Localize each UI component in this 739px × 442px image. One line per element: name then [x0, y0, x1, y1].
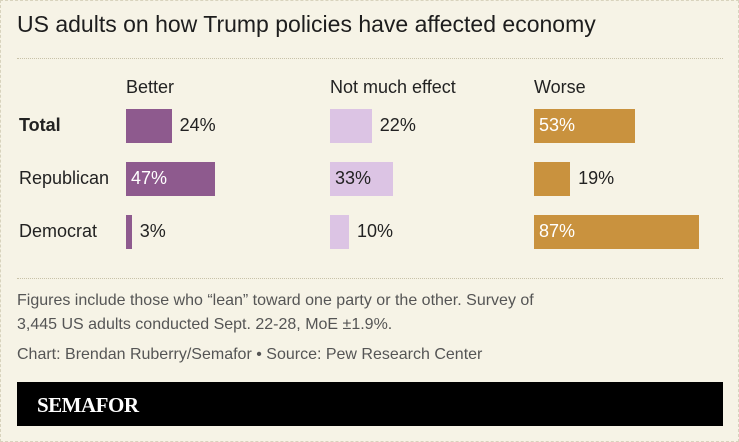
value-label: 33% [335, 168, 372, 188]
value-label: 3% [139, 221, 166, 241]
value-label: 47% [131, 168, 168, 188]
value-label: 24% [179, 115, 216, 135]
divider [17, 278, 723, 279]
legend-label: Worse [534, 77, 586, 97]
banner: SEMAFOR [17, 382, 723, 426]
row-label: Total [19, 115, 61, 135]
bar [534, 215, 700, 249]
value-label: 53% [539, 115, 576, 135]
bar [126, 109, 172, 143]
chart-title: US adults on how Trump policies have aff… [17, 11, 596, 37]
bar [330, 162, 393, 196]
value-label: 10% [357, 221, 394, 241]
logo: SEMAFOR [37, 393, 139, 417]
footnote: Figures include those who “lean” toward … [17, 292, 534, 333]
credit: Chart: Brendan Ruberry/Semafor • Source:… [17, 346, 483, 363]
value-label: 87% [539, 221, 576, 241]
row-label: Democrat [19, 221, 98, 241]
value-label: 22% [379, 115, 416, 135]
bar [330, 109, 372, 143]
legend-label: Not much effect [330, 77, 456, 97]
divider [17, 58, 723, 59]
bar [534, 162, 571, 196]
row-label: Republican [19, 168, 110, 188]
bar [534, 109, 635, 143]
bar [126, 162, 216, 196]
legend-label: Better [126, 77, 175, 97]
bar [126, 215, 132, 249]
bar [330, 215, 349, 249]
value-label: 19% [578, 168, 615, 188]
